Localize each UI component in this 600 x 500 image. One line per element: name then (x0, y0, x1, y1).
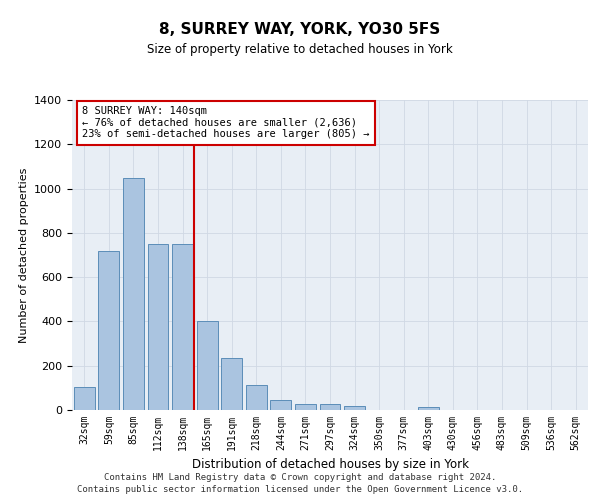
Bar (123, 178, 144, 410)
Bar (271, 400, 292, 410)
Bar (98, 250, 119, 410)
Text: Contains HM Land Registry data © Crown copyright and database right 2024.: Contains HM Land Registry data © Crown c… (104, 472, 496, 482)
Bar (295, 404, 316, 410)
Bar (344, 406, 365, 410)
Bar (246, 384, 267, 410)
Text: Size of property relative to detached houses in York: Size of property relative to detached ho… (147, 42, 453, 56)
Bar (197, 322, 218, 410)
Bar (221, 358, 242, 410)
Text: 8, SURREY WAY, YORK, YO30 5FS: 8, SURREY WAY, YORK, YO30 5FS (160, 22, 440, 38)
Text: Contains public sector information licensed under the Open Government Licence v3: Contains public sector information licen… (77, 485, 523, 494)
Y-axis label: Number of detached properties: Number of detached properties (19, 168, 29, 342)
Bar (74, 387, 95, 410)
Bar (148, 244, 169, 410)
Bar (320, 404, 340, 410)
Bar (172, 244, 193, 410)
Bar (418, 406, 439, 410)
Text: 8 SURREY WAY: 140sqm
← 76% of detached houses are smaller (2,636)
23% of semi-de: 8 SURREY WAY: 140sqm ← 76% of detached h… (82, 106, 370, 140)
X-axis label: Distribution of detached houses by size in York: Distribution of detached houses by size … (191, 458, 469, 471)
